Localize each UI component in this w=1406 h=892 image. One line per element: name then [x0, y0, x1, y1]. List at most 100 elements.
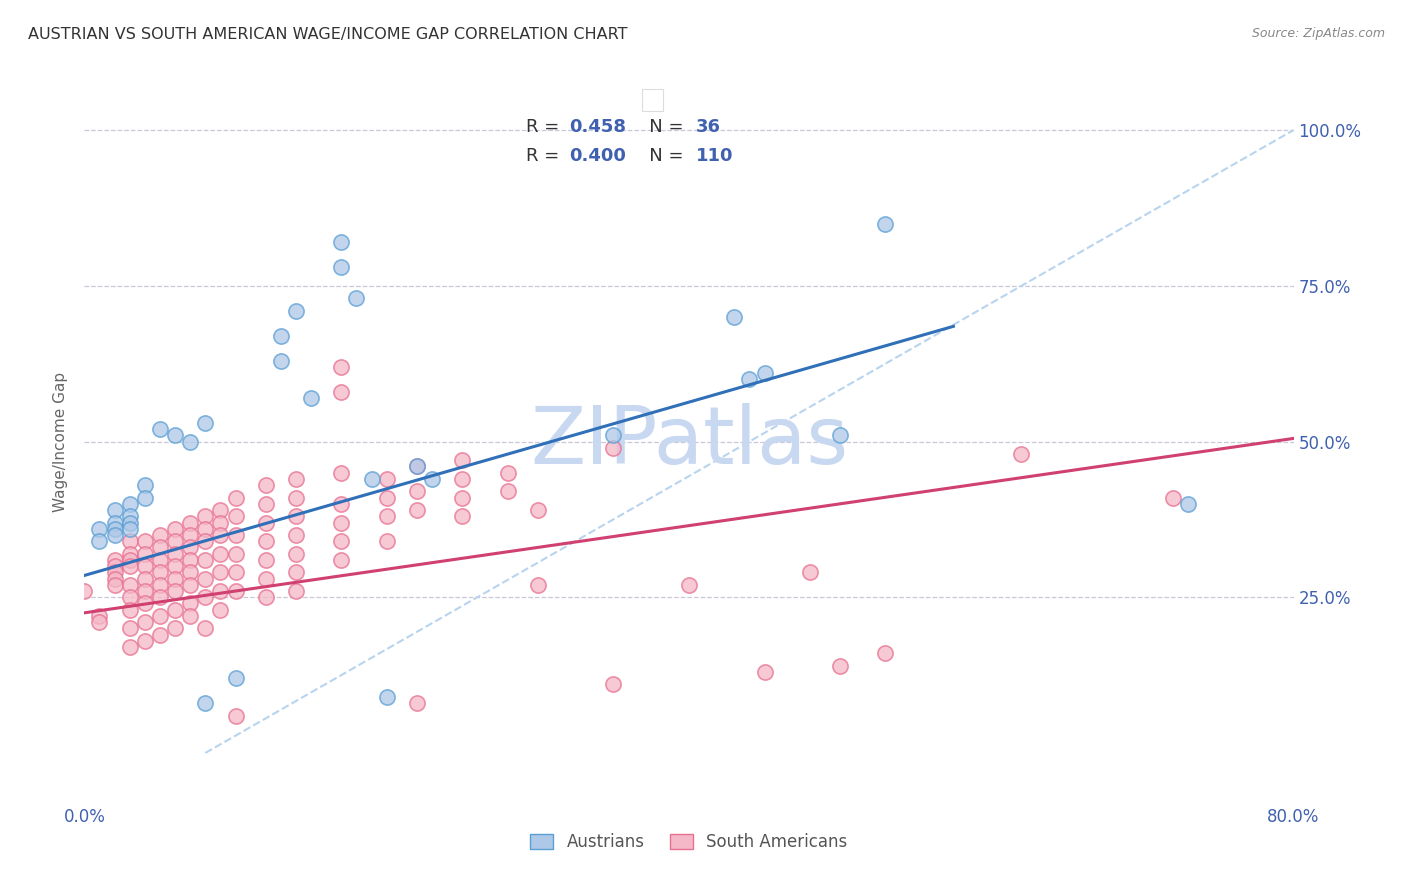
Text: 0.458: 0.458	[569, 119, 626, 136]
Point	[118, 497, 141, 511]
Point	[1011, 447, 1033, 461]
Point	[1177, 497, 1199, 511]
Point	[406, 696, 429, 710]
Text: R =: R =	[526, 119, 565, 136]
Point	[330, 235, 353, 250]
Point	[134, 633, 156, 648]
Point	[225, 708, 247, 723]
Point	[406, 459, 429, 474]
Point	[496, 484, 519, 499]
Point	[118, 547, 141, 561]
Point	[830, 428, 852, 442]
Point	[194, 621, 217, 635]
Point	[134, 584, 156, 599]
Point	[406, 484, 429, 499]
Point	[375, 472, 398, 486]
Point	[285, 528, 308, 542]
Point	[179, 516, 201, 530]
Point	[118, 559, 141, 574]
Point	[165, 522, 187, 536]
Point	[179, 434, 201, 449]
Point	[118, 522, 141, 536]
Point	[149, 422, 172, 436]
Point	[104, 503, 127, 517]
Point	[179, 528, 201, 542]
Point	[149, 578, 172, 592]
Point	[209, 528, 232, 542]
Point	[496, 466, 519, 480]
Point	[179, 597, 201, 611]
Text: Source: ZipAtlas.com: Source: ZipAtlas.com	[1251, 27, 1385, 40]
Point	[104, 578, 127, 592]
Text: N =: N =	[633, 119, 689, 136]
Point	[165, 559, 187, 574]
Point	[225, 584, 247, 599]
Point	[346, 291, 368, 305]
Point	[225, 566, 247, 580]
Point	[330, 359, 353, 374]
Point	[179, 553, 201, 567]
Point	[194, 572, 217, 586]
Point	[134, 547, 156, 561]
Point	[451, 453, 474, 467]
Point	[299, 391, 322, 405]
Point	[89, 609, 111, 624]
Point	[285, 491, 308, 505]
Point	[330, 466, 353, 480]
Point	[149, 528, 172, 542]
Point	[118, 509, 141, 524]
Point	[89, 534, 111, 549]
Point	[360, 472, 382, 486]
Point	[104, 566, 127, 580]
Point	[118, 603, 141, 617]
Point	[134, 597, 156, 611]
Point	[134, 534, 156, 549]
Point	[254, 516, 277, 530]
Point	[285, 472, 308, 486]
Point	[1161, 491, 1184, 505]
Point	[254, 591, 277, 605]
Point	[254, 572, 277, 586]
Point	[209, 503, 232, 517]
Point	[209, 584, 232, 599]
Point	[451, 472, 474, 486]
Point	[194, 553, 217, 567]
Legend: Austrians, South Americans: Austrians, South Americans	[522, 825, 856, 860]
Point	[527, 578, 550, 592]
Point	[134, 615, 156, 630]
Point	[225, 671, 247, 685]
Point	[194, 696, 217, 710]
Point	[602, 428, 624, 442]
Point	[285, 547, 308, 561]
Point	[165, 534, 187, 549]
Point	[209, 603, 232, 617]
Point	[118, 534, 141, 549]
Point	[375, 491, 398, 505]
Point	[451, 491, 474, 505]
Point	[225, 528, 247, 542]
Point	[285, 566, 308, 580]
Point	[406, 459, 429, 474]
Point	[875, 217, 897, 231]
Point	[165, 547, 187, 561]
Point	[830, 658, 852, 673]
Point	[104, 559, 127, 574]
Point	[104, 572, 127, 586]
Point	[179, 578, 201, 592]
Point	[678, 578, 700, 592]
Point	[149, 609, 172, 624]
Text: 36: 36	[696, 119, 721, 136]
Point	[375, 690, 398, 704]
Point	[149, 553, 172, 567]
Text: AUSTRIAN VS SOUTH AMERICAN WAGE/INCOME GAP CORRELATION CHART: AUSTRIAN VS SOUTH AMERICAN WAGE/INCOME G…	[28, 27, 627, 42]
Point	[875, 646, 897, 660]
Point	[225, 547, 247, 561]
Point	[118, 621, 141, 635]
Point	[134, 491, 156, 505]
Point	[330, 534, 353, 549]
Point	[104, 522, 127, 536]
Text: ZIPatlas: ZIPatlas	[530, 402, 848, 481]
Point	[104, 553, 127, 567]
Point	[118, 553, 141, 567]
Point	[375, 509, 398, 524]
